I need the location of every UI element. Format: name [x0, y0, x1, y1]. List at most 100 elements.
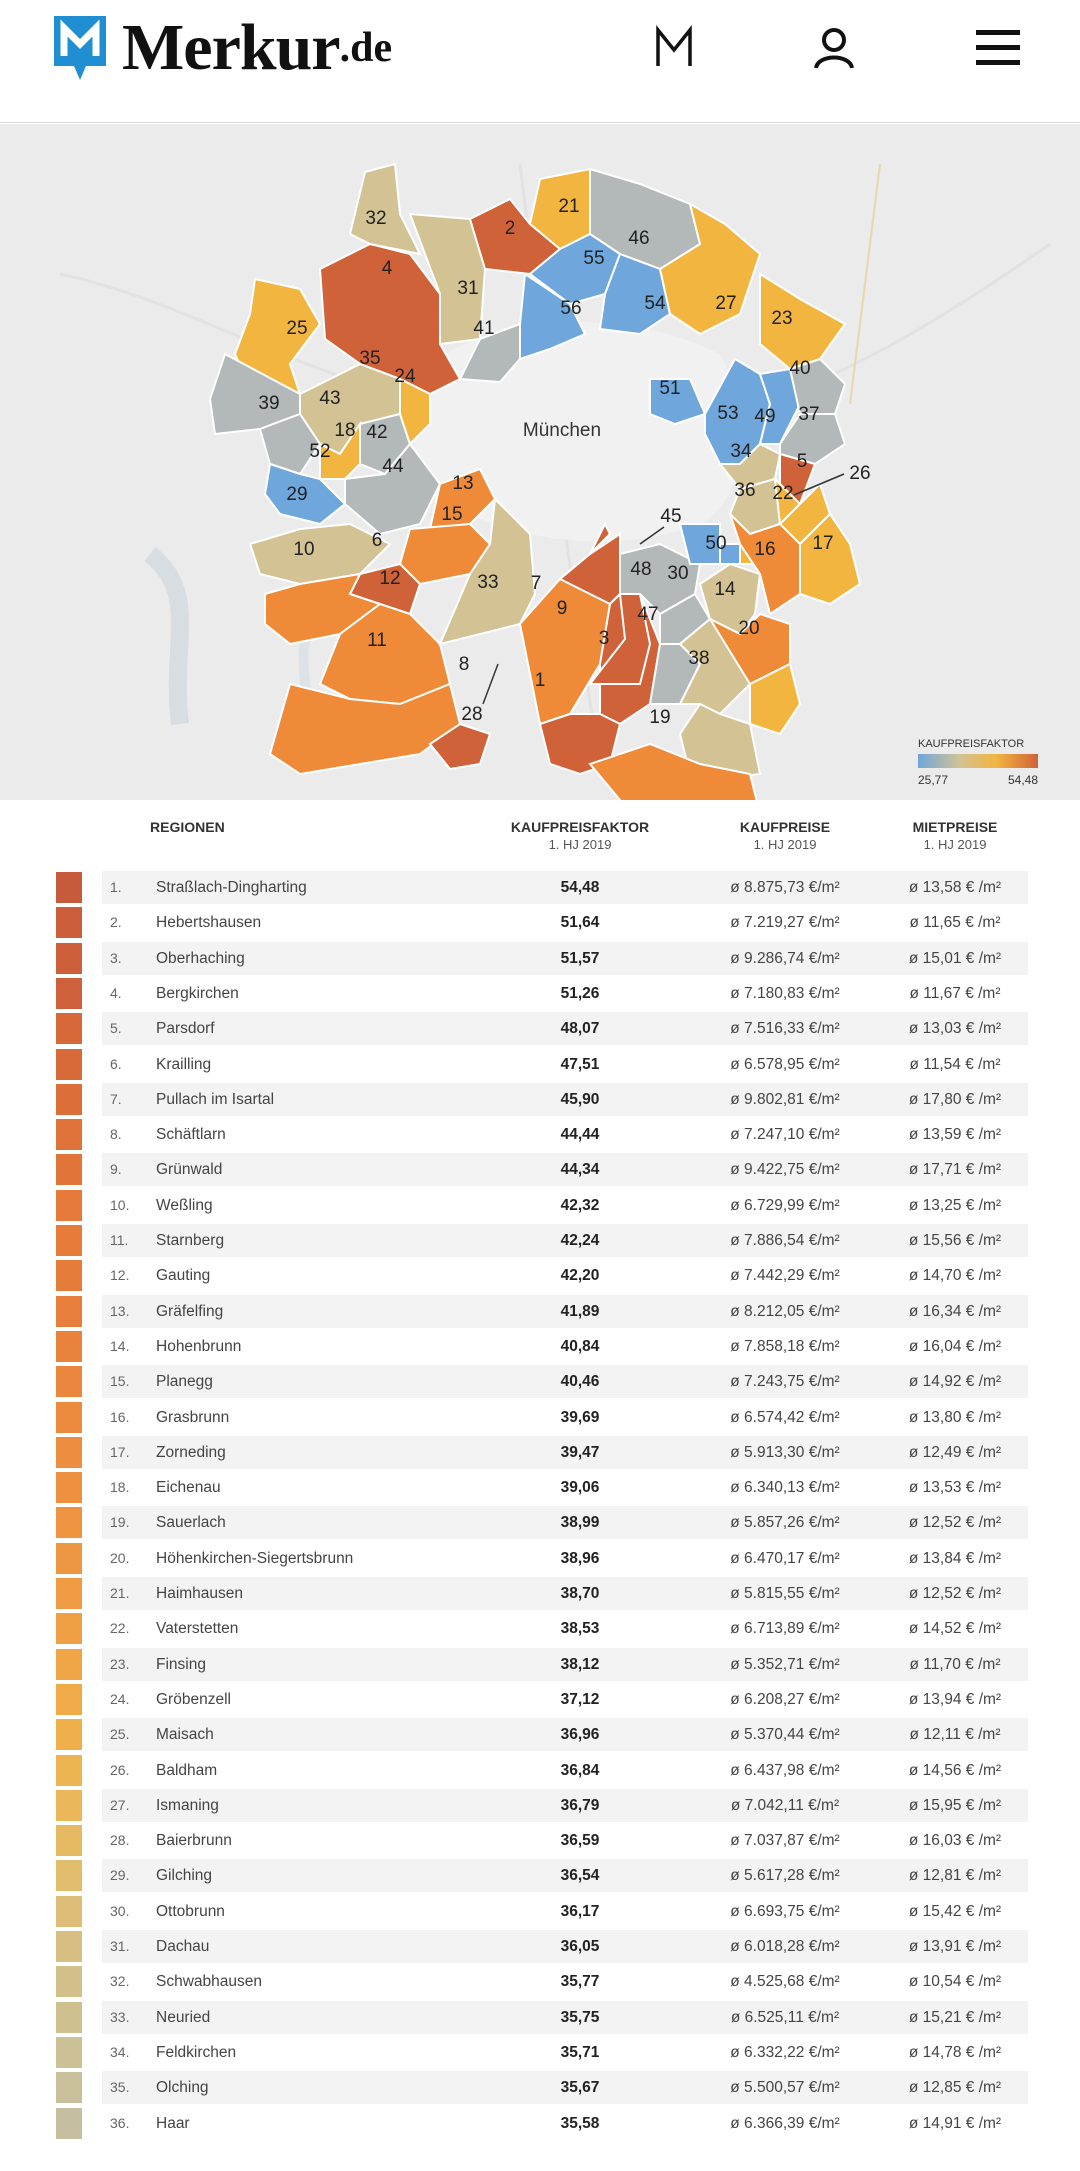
row-region: Gräfelfing	[156, 1302, 224, 1320]
row-region: Baldham	[156, 1761, 218, 1779]
svg-text:54: 54	[644, 293, 666, 314]
row-rank: 13.	[110, 1302, 130, 1319]
color-swatch	[56, 1825, 82, 1857]
svg-text:17: 17	[812, 533, 833, 554]
row-faktor: 47,51	[560, 1055, 600, 1073]
color-swatch	[56, 1330, 82, 1362]
row-faktor: 38,99	[560, 1514, 600, 1532]
row-region: Bergkirchen	[156, 984, 239, 1002]
row-faktor: 36,17	[560, 1902, 600, 1920]
user-icon[interactable]	[804, 18, 864, 78]
row-region: Planegg	[156, 1373, 213, 1391]
row-region: Parsdorf	[156, 1020, 215, 1038]
col-header-kaufpreise: KAUFPREISE 1. HJ 2019	[739, 819, 831, 852]
table-row: 21. Haimhausen 38,70 ø 5.815,55 €/m² ø 12,52…	[0, 1576, 1080, 1611]
table-row: 6. Krailling 47,51 ø 6.578,95 €/m² ø 11,54 €…	[0, 1047, 1080, 1082]
row-region: Gilching	[156, 1867, 212, 1885]
color-swatch	[56, 2107, 82, 2139]
row-faktor: 35,75	[560, 2008, 600, 2026]
color-swatch	[56, 1225, 82, 1256]
row-kaufpreis: ø 6.574,42 €/m²	[730, 1408, 840, 1426]
row-faktor: 40,84	[560, 1337, 600, 1355]
svg-text:18: 18	[334, 420, 355, 441]
row-rank: 35.	[110, 2079, 130, 2096]
svg-text:26: 26	[849, 463, 870, 484]
row-mietpreis: ø 11,54 € /m²	[909, 1055, 1001, 1073]
svg-text:44: 44	[382, 456, 404, 477]
row-background	[102, 1400, 1028, 1434]
row-faktor: 37,12	[560, 1690, 600, 1708]
table-row: 30. Ottobrunn 36,17 ø 6.693,75 €/m² ø 15,42 …	[0, 1894, 1080, 1929]
row-background	[102, 1965, 1028, 1999]
m-logo-icon[interactable]	[644, 18, 704, 78]
row-mietpreis: ø 11,70 € /m²	[909, 1655, 1001, 1673]
row-rank: 19.	[110, 1514, 130, 1531]
svg-text:48: 48	[630, 559, 651, 580]
color-swatch	[56, 1966, 82, 1998]
site-header: Merkur .de	[0, 0, 1080, 123]
color-swatch	[56, 977, 82, 1009]
row-background	[102, 2071, 1028, 2105]
row-kaufpreis: ø 5.857,26 €/m²	[730, 1514, 840, 1532]
row-background	[102, 1153, 1028, 1187]
row-faktor: 41,89	[560, 1302, 600, 1320]
row-background	[102, 1506, 1028, 1540]
merkur-logo[interactable]: Merkur .de	[50, 8, 392, 88]
row-rank: 14.	[110, 1337, 130, 1354]
svg-text:7: 7	[531, 573, 542, 594]
row-region: Feldkirchen	[156, 2043, 237, 2061]
row-region: Schwabhausen	[156, 1973, 262, 1991]
table-row: 27. Ismaning 36,79 ø 7.042,11 €/m² ø 15,95 €…	[0, 1788, 1080, 1823]
row-region: Baierbrunn	[156, 1832, 232, 1850]
svg-text:37: 37	[798, 404, 819, 425]
row-background	[102, 1788, 1028, 1822]
table-row: 5. Parsdorf 48,07 ø 7.516,33 €/m² ø 13,03 € …	[0, 1011, 1080, 1046]
row-faktor: 42,32	[560, 1196, 600, 1214]
row-kaufpreis: ø 6.525,11 €/m²	[730, 2008, 840, 2026]
row-kaufpreis: ø 7.219,27 €/m²	[730, 914, 840, 932]
menu-icon[interactable]	[968, 18, 1028, 78]
row-kaufpreis: ø 5.815,55 €/m²	[730, 1585, 840, 1602]
row-background	[102, 1118, 1028, 1152]
color-swatch	[56, 907, 82, 939]
svg-text:45: 45	[660, 506, 681, 527]
row-rank: 34.	[110, 2043, 130, 2060]
color-swatch	[56, 1401, 82, 1433]
svg-text:9: 9	[557, 598, 568, 619]
svg-text:16: 16	[754, 539, 775, 560]
row-kaufpreis: ø 9.422,75 €/m²	[730, 1161, 840, 1179]
row-rank: 23.	[110, 1655, 130, 1672]
color-swatch	[56, 1013, 82, 1045]
color-swatch	[56, 1719, 82, 1751]
table-row: 35. Olching 35,67 ø 5.500,57 €/m² ø 12,85 € …	[0, 2070, 1080, 2105]
row-rank: 26.	[110, 1761, 130, 1778]
row-background	[102, 1435, 1028, 1469]
row-faktor: 44,44	[560, 1126, 600, 1144]
row-background	[102, 941, 1028, 975]
row-kaufpreis: ø 7.042,11 €/m²	[730, 1796, 840, 1814]
color-swatch	[56, 2036, 82, 2068]
svg-text:23: 23	[771, 308, 792, 329]
svg-text:29: 29	[286, 484, 307, 505]
svg-text:40: 40	[789, 358, 810, 379]
row-region: Ismaning	[156, 1796, 219, 1814]
color-swatch	[56, 1542, 82, 1574]
row-faktor: 38,70	[560, 1585, 600, 1602]
svg-text:50: 50	[705, 533, 726, 554]
ranking-table: REGIONEN KAUFPREISFAKTOR 1. HJ 2019 KAUFP…	[0, 800, 1080, 2171]
row-faktor: 36,79	[560, 1796, 600, 1814]
svg-text:25: 25	[286, 318, 307, 339]
table-row: 17. Zorneding 39,47 ø 5.913,30 €/m² ø 12,49 …	[0, 1435, 1080, 1470]
table-row: 10. Weßling 42,32 ø 6.729,99 €/m² ø 13,25 € …	[0, 1188, 1080, 1223]
row-region: Haimhausen	[156, 1585, 244, 1602]
svg-text:KAUFPREISFAKTOR: KAUFPREISFAKTOR	[918, 738, 1024, 750]
table-row: 11. Starnberg 42,24 ø 7.886,54 €/m² ø 15,56 …	[0, 1223, 1080, 1258]
row-mietpreis: ø 13,84 € /m²	[908, 1549, 1002, 1567]
row-background	[102, 1647, 1028, 1681]
svg-text:46: 46	[628, 228, 649, 249]
row-mietpreis: ø 11,67 € /m²	[909, 984, 1001, 1002]
row-region: Gauting	[156, 1267, 211, 1285]
row-background	[102, 1824, 1028, 1858]
table-row: 23. Finsing 38,12 ø 5.352,71 €/m² ø 11,70 € …	[0, 1647, 1080, 1682]
